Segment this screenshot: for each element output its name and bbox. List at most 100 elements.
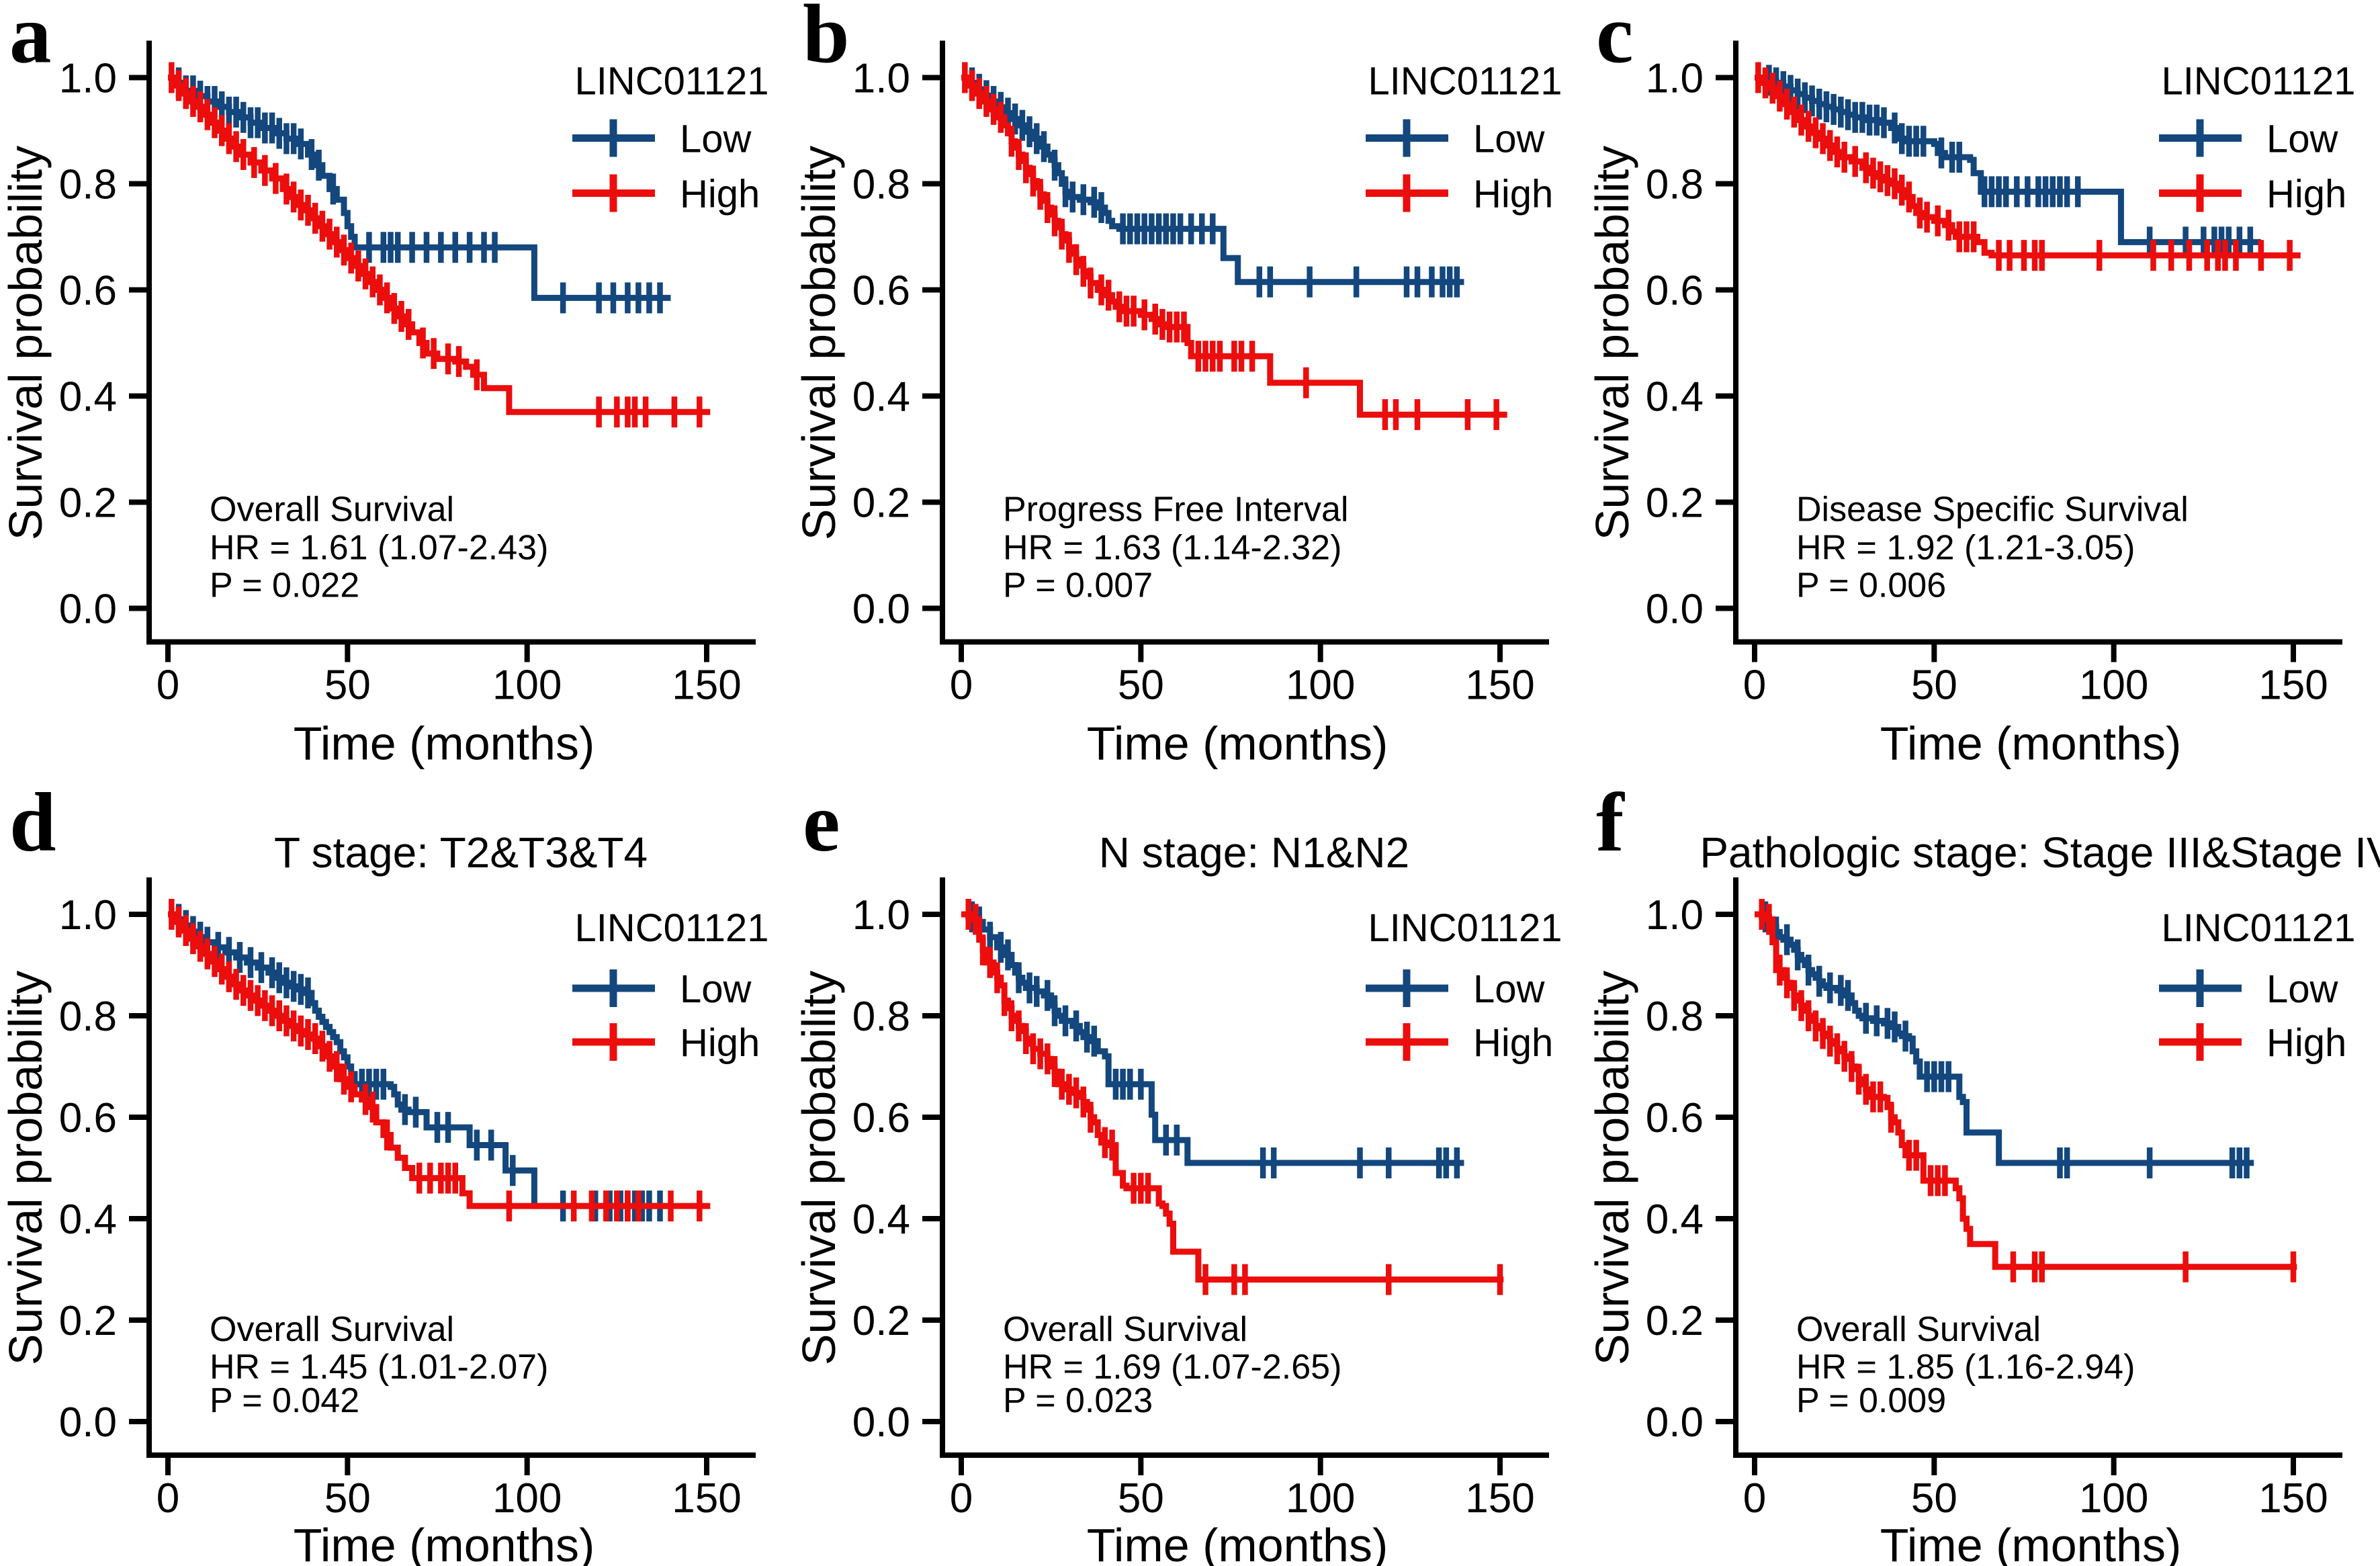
x-axis-title: Time (months) xyxy=(294,717,595,770)
km-plot-e: e N stage: N1&N2 0.0 0.2 0.4 0.6 0.8 1.0 0 50 100 1… xyxy=(793,783,1562,1566)
annotation-line-3: P = 0.022 xyxy=(210,566,359,605)
x-tick-label: 50 xyxy=(1118,1475,1164,1522)
y-axis-title: Survival probability xyxy=(0,971,52,1365)
y-tick-label: 0.6 xyxy=(59,1095,117,1141)
y-tick-label: 0.8 xyxy=(59,994,117,1040)
y-tick-label: 0.6 xyxy=(852,1095,910,1141)
y-axis-title: Survival probability xyxy=(0,146,52,540)
y-tick-label: 0.0 xyxy=(1646,1399,1704,1446)
km-plot-c: c 0.0 0.2 0.4 0.6 0.8 1.0 0 50 100 150 Time (months… xyxy=(1587,0,2356,770)
panel-letter: e xyxy=(803,783,840,869)
x-tick-label: 150 xyxy=(672,1475,741,1522)
y-tick-label: 0.8 xyxy=(1646,994,1704,1040)
x-tick-label: 0 xyxy=(1743,662,1766,709)
y-tick-label: 0.4 xyxy=(1646,1197,1704,1243)
x-tick-label: 100 xyxy=(492,1475,562,1522)
x-tick-label: 150 xyxy=(1465,1475,1534,1522)
y-tick-label: 0.4 xyxy=(852,1197,910,1243)
y-tick-label: 0.8 xyxy=(852,162,910,208)
annotation-line-3: P = 0.009 xyxy=(1796,1381,1946,1420)
x-tick-label: 0 xyxy=(950,1475,973,1522)
y-tick-label: 0.0 xyxy=(852,586,910,633)
legend-label-high: High xyxy=(2266,173,2346,216)
km-panel-c: c 0.0 0.2 0.4 0.6 0.8 1.0 0 50 100 150 Time (months… xyxy=(1587,0,2380,783)
annotation-line-1: Progress Free Interval xyxy=(1003,490,1348,529)
km-plot-b: b 0.0 0.2 0.4 0.6 0.8 1.0 0 50 100 150 Time (months… xyxy=(793,0,1562,770)
y-tick-label: 1.0 xyxy=(852,56,910,102)
y-tick-label: 0.4 xyxy=(852,374,910,421)
y-axis-title: Survival probability xyxy=(793,146,845,540)
x-tick-label: 50 xyxy=(1911,1475,1957,1522)
legend-title: LINC01121 xyxy=(1368,906,1562,950)
legend-label-low: Low xyxy=(2266,967,2339,1011)
legend-title: LINC01121 xyxy=(2161,906,2355,950)
km-plot-a: a 0.0 0.2 0.4 0.6 0.8 1.0 0 50 100 150 Time (months… xyxy=(0,0,769,770)
km-curve-low xyxy=(961,911,1464,1166)
y-tick-label: 1.0 xyxy=(852,892,910,939)
annotation-line-3: P = 0.007 xyxy=(1003,566,1153,605)
y-tick-label: 0.8 xyxy=(59,162,117,208)
panel-letter: f xyxy=(1596,783,1625,869)
x-tick-label: 0 xyxy=(157,662,179,709)
km-panel-d: d T stage: T2&T3&T4 0.0 0.2 0.4 0.6 0.8 1.0 0 50 1… xyxy=(0,783,793,1566)
y-tick-label: 0.0 xyxy=(1646,586,1704,633)
panel-letter: a xyxy=(9,0,52,81)
y-tick-label: 0.2 xyxy=(1646,1298,1704,1344)
legend-title: LINC01121 xyxy=(1368,60,1562,103)
annotation-line-1: Overall Survival xyxy=(210,1310,454,1349)
x-tick-label: 0 xyxy=(157,1475,179,1522)
x-tick-label: 50 xyxy=(324,662,371,709)
annotation-line-2: HR = 1.85 (1.16-2.94) xyxy=(1796,1348,2135,1387)
annotation-line-2: HR = 1.69 (1.07-2.65) xyxy=(1003,1348,1341,1387)
y-tick-label: 0.0 xyxy=(59,1399,117,1446)
y-tick-label: 0.4 xyxy=(1646,374,1704,421)
annotation-line-3: P = 0.042 xyxy=(210,1381,359,1420)
x-axis-title: Time (months) xyxy=(1880,717,2182,770)
x-tick-label: 100 xyxy=(1286,662,1355,709)
y-tick-label: 0.4 xyxy=(59,374,117,421)
km-panel-e: e N stage: N1&N2 0.0 0.2 0.4 0.6 0.8 1.0 0 50 100 1… xyxy=(793,783,1587,1566)
y-tick-label: 0.6 xyxy=(852,268,910,314)
km-plot-d: d T stage: T2&T3&T4 0.0 0.2 0.4 0.6 0.8 1.0 0 50 1… xyxy=(0,783,769,1566)
y-tick-label: 0.0 xyxy=(852,1399,910,1446)
km-panel-b: b 0.0 0.2 0.4 0.6 0.8 1.0 0 50 100 150 Time (months… xyxy=(793,0,1587,783)
y-tick-label: 1.0 xyxy=(59,892,117,939)
annotation-line-1: Disease Specific Survival xyxy=(1796,490,2189,529)
legend-label-high: High xyxy=(680,1021,760,1065)
y-tick-label: 0.8 xyxy=(1646,162,1704,208)
y-tick-label: 0.6 xyxy=(1646,1095,1704,1141)
y-tick-label: 0.2 xyxy=(59,480,117,527)
km-panel-a: a 0.0 0.2 0.4 0.6 0.8 1.0 0 50 100 150 Time (months… xyxy=(0,0,793,783)
y-axis-title: Survival probability xyxy=(793,971,845,1365)
panel-letter: d xyxy=(9,783,56,869)
x-axis-title: Time (months) xyxy=(294,1519,595,1566)
y-tick-label: 0.8 xyxy=(852,994,910,1040)
annotation-line-2: HR = 1.63 (1.14-2.32) xyxy=(1003,529,1341,568)
annotation-line-2: HR = 1.61 (1.07-2.43) xyxy=(210,529,548,568)
y-tick-label: 1.0 xyxy=(59,56,117,102)
x-tick-label: 50 xyxy=(1911,662,1957,709)
y-tick-label: 0.0 xyxy=(59,586,117,633)
x-tick-label: 150 xyxy=(2258,1475,2328,1522)
annotation-line-1: Overall Survival xyxy=(1003,1310,1247,1349)
y-tick-label: 0.2 xyxy=(59,1298,117,1344)
y-tick-label: 0.2 xyxy=(1646,480,1704,527)
panel-title: Pathologic stage: Stage III&Stage IV xyxy=(1700,828,2380,877)
annotation-line-2: HR = 1.92 (1.21-3.05) xyxy=(1796,529,2135,568)
x-axis-title: Time (months) xyxy=(1087,717,1389,770)
y-tick-label: 0.6 xyxy=(59,268,117,314)
legend-label-low: Low xyxy=(680,118,752,161)
panel-title: T stage: T2&T3&T4 xyxy=(274,828,648,877)
x-tick-label: 100 xyxy=(2079,1475,2148,1522)
annotation-line-1: Overall Survival xyxy=(210,490,454,529)
annotation-line-3: P = 0.023 xyxy=(1003,1381,1153,1420)
x-tick-label: 50 xyxy=(324,1475,371,1522)
y-axis-title: Survival probability xyxy=(1587,146,1638,540)
legend-label-low: Low xyxy=(1473,118,1546,161)
km-curve-high xyxy=(961,911,1504,1283)
legend-label-low: Low xyxy=(1473,967,1546,1011)
y-axis-title: Survival probability xyxy=(1587,971,1638,1365)
legend-label-low: Low xyxy=(2266,118,2339,161)
legend-label-low: Low xyxy=(680,967,752,1011)
